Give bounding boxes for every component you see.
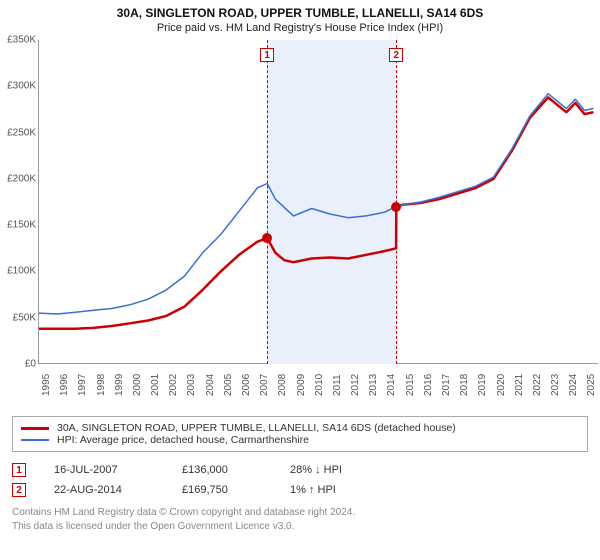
x-axis: 1995 1996 1997 1998 1999 2000 2001 2002 2003 2004… <box>38 364 598 410</box>
x-tick-label: 2021 <box>514 374 525 396</box>
x-tick-label: 2016 <box>423 374 434 396</box>
x-tick-label: 2001 <box>150 374 161 396</box>
x-tick-label: 2019 <box>477 374 488 396</box>
y-tick-label: £200K <box>7 173 36 184</box>
x-tick-label: 2003 <box>186 374 197 396</box>
legend-swatch <box>21 439 49 441</box>
plot-region: 12 <box>38 40 598 364</box>
legend-label: 30A, SINGLETON ROAD, UPPER TUMBLE, LLANE… <box>57 422 456 434</box>
y-tick-label: £50K <box>13 312 36 323</box>
x-tick-label: 2023 <box>550 374 561 396</box>
event-id-box: 2 <box>12 483 26 497</box>
x-tick-label: 2000 <box>132 374 143 396</box>
y-tick-label: £300K <box>7 81 36 92</box>
x-tick-label: 2005 <box>223 374 234 396</box>
event-date: 16-JUL-2007 <box>54 464 154 476</box>
legend-item: 30A, SINGLETON ROAD, UPPER TUMBLE, LLANE… <box>21 422 579 434</box>
x-tick-label: 2020 <box>496 374 507 396</box>
x-tick-label: 2012 <box>350 374 361 396</box>
legend-item: HPI: Average price, detached house, Carm… <box>21 434 579 446</box>
x-tick-label: 2009 <box>296 374 307 396</box>
event-row: 1 16-JUL-2007 £136,000 28% ↓ HPI <box>12 460 588 480</box>
x-tick-label: 2006 <box>241 374 252 396</box>
x-tick-label: 2010 <box>314 374 325 396</box>
x-tick-label: 2013 <box>368 374 379 396</box>
event-row: 2 22-AUG-2014 £169,750 1% ↑ HPI <box>12 480 588 500</box>
event-price: £136,000 <box>182 464 262 476</box>
event-date: 22-AUG-2014 <box>54 484 154 496</box>
event-id-box: 1 <box>12 463 26 477</box>
title-line-1: 30A, SINGLETON ROAD, UPPER TUMBLE, LLANE… <box>0 6 600 20</box>
line-layer <box>39 40 599 364</box>
y-tick-label: £0 <box>25 359 36 370</box>
y-tick-label: £100K <box>7 266 36 277</box>
x-tick-label: 1995 <box>41 374 52 396</box>
x-tick-label: 2017 <box>441 374 452 396</box>
series-hpi <box>39 94 594 314</box>
x-tick-label: 2025 <box>586 374 597 396</box>
x-tick-label: 1998 <box>96 374 107 396</box>
footnote: Contains HM Land Registry data © Crown c… <box>12 506 588 533</box>
x-tick-label: 1997 <box>77 374 88 396</box>
x-tick-label: 2018 <box>459 374 470 396</box>
footnote-line-2: This data is licensed under the Open Gov… <box>12 520 588 534</box>
x-tick-label: 2004 <box>205 374 216 396</box>
legend: 30A, SINGLETON ROAD, UPPER TUMBLE, LLANE… <box>12 416 588 452</box>
x-tick-label: 2002 <box>168 374 179 396</box>
sale-dot <box>262 233 272 243</box>
x-tick-label: 2007 <box>259 374 270 396</box>
x-tick-label: 2008 <box>277 374 288 396</box>
event-marker: 1 <box>260 48 274 62</box>
sale-dot <box>391 202 401 212</box>
event-price: £169,750 <box>182 484 262 496</box>
event-line <box>267 40 268 364</box>
legend-swatch <box>21 427 49 430</box>
x-tick-label: 2022 <box>532 374 543 396</box>
x-tick-label: 1999 <box>114 374 125 396</box>
y-axis: £0£50K£100K£150K£200K£250K£300K£350K <box>0 40 38 364</box>
y-tick-label: £250K <box>7 127 36 138</box>
x-tick-label: 1996 <box>59 374 70 396</box>
event-delta: 1% ↑ HPI <box>290 484 380 496</box>
x-tick-label: 2024 <box>568 374 579 396</box>
y-tick-label: £350K <box>7 35 36 46</box>
event-delta: 28% ↓ HPI <box>290 464 380 476</box>
title-line-2: Price paid vs. HM Land Registry's House … <box>0 22 600 34</box>
y-tick-label: £150K <box>7 220 36 231</box>
events-table: 1 16-JUL-2007 £136,000 28% ↓ HPI 2 22-AUG-201… <box>12 460 588 500</box>
footnote-line-1: Contains HM Land Registry data © Crown c… <box>12 506 588 520</box>
series-property <box>39 97 594 328</box>
chart: £0£50K£100K£150K£200K£250K£300K£350K 12 … <box>38 40 598 410</box>
x-tick-label: 2014 <box>386 374 397 396</box>
x-tick-label: 2015 <box>405 374 416 396</box>
x-tick-label: 2011 <box>332 374 343 396</box>
event-marker: 2 <box>389 48 403 62</box>
legend-label: HPI: Average price, detached house, Carm… <box>57 434 309 446</box>
